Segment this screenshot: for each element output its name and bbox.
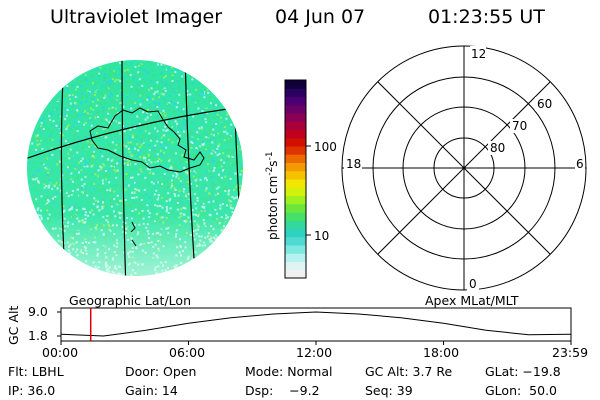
ip-status: IP: 36.0 <box>8 383 56 398</box>
altitude-plot-frame <box>60 307 572 342</box>
geographic-latitude-status: GLat: −19.8 <box>485 364 561 379</box>
time-tick-label: 12:00 <box>296 345 333 360</box>
color-scale: 100 10 photon cm-2s-1 <box>265 79 337 279</box>
color-scale-segment <box>285 113 306 122</box>
mlat-label-80: 80 <box>490 141 505 155</box>
uv-pixel <box>134 275 137 276</box>
time-tick-label: 23:59 <box>552 345 589 360</box>
uv-image-disk <box>27 60 243 276</box>
color-scale-segment <box>285 137 306 147</box>
polar-diagonal <box>377 81 551 255</box>
label-backdrop <box>470 46 486 60</box>
color-scale-segment <box>285 236 306 246</box>
coastline-fragment <box>130 221 136 233</box>
polar-labels: 12 18 6 0 60 70 80 <box>344 46 585 291</box>
label-backdrop <box>575 157 585 171</box>
sequence-status: Seq: 39 <box>365 383 413 398</box>
altitude-time-ticks <box>60 341 572 345</box>
color-scale-segment <box>285 121 306 130</box>
latitude-line <box>27 105 243 161</box>
altitude-tick-label-top: 9.0 <box>28 304 48 319</box>
time-tick-label: 06:00 <box>169 345 206 360</box>
coastline-outline <box>89 107 205 173</box>
label-backdrop <box>488 141 506 155</box>
color-scale-tick-label: 10 <box>314 229 329 243</box>
image-caption: Geographic Lat/Lon <box>69 293 191 308</box>
color-scale-segment <box>285 96 306 106</box>
time-label: 01:23:55 UT <box>428 6 545 28</box>
color-scale-segment <box>285 129 306 139</box>
label-backdrop <box>535 97 553 111</box>
color-scale-segment <box>285 228 306 238</box>
color-scale-segment <box>285 195 306 205</box>
mlat-label-60: 60 <box>537 97 552 111</box>
mode-status: Mode: Normal <box>245 364 333 379</box>
polar-caption: Apex MLat/MLT <box>425 293 519 308</box>
label-backdrop <box>344 157 362 171</box>
color-scale-segment <box>285 154 306 163</box>
color-scale-tick-label: 100 <box>314 140 337 154</box>
altitude-curve <box>61 311 571 337</box>
longitude-line <box>121 60 127 276</box>
color-scale-unit-label: photon cm-2s-1 <box>265 151 280 240</box>
color-scale-frame <box>284 79 307 279</box>
color-scale-segment <box>285 253 306 262</box>
mlt-label-0: 0 <box>469 277 477 291</box>
label-backdrop <box>467 277 479 291</box>
mlt-label-6: 6 <box>576 157 584 171</box>
door-status: Door: Open <box>125 364 197 379</box>
date-label: 04 Jun 07 <box>275 6 366 28</box>
mlt-label-12: 12 <box>471 47 486 61</box>
color-scale-segment <box>285 261 306 271</box>
altitude-axis-label: GC Alt <box>6 305 21 345</box>
color-scale-segment <box>285 80 306 89</box>
time-tick-label: 00:00 <box>42 345 79 360</box>
color-scale-segment <box>285 88 306 97</box>
color-scale-segment <box>285 212 306 221</box>
color-scale-segment <box>285 220 306 229</box>
color-scale-segment <box>285 179 306 188</box>
coastline-fragment <box>131 239 137 247</box>
color-scale-segment <box>285 104 306 114</box>
time-tick-label: 18:00 <box>423 345 460 360</box>
color-scale-segment <box>285 245 306 254</box>
label-backdrop <box>510 119 528 133</box>
color-scale-segment <box>285 203 306 213</box>
coastline-fragment <box>205 61 218 67</box>
altitude-plot <box>57 307 572 345</box>
color-scale-bar <box>285 80 306 279</box>
altitude-tick-label-bottom: 1.8 <box>28 328 48 343</box>
color-scale-segment <box>285 187 306 196</box>
color-scale-segment <box>285 162 306 172</box>
filter-status: Flt: LBHL <box>8 364 64 379</box>
dsp-status: Dsp: −9.2 <box>245 383 320 398</box>
mlt-label-18: 18 <box>346 157 361 171</box>
gc-altitude-status: GC Alt: 3.7 Re <box>365 364 453 379</box>
mlat-label-70: 70 <box>512 119 527 133</box>
gain-status: Gain: 14 <box>125 383 178 398</box>
polar-plot <box>341 45 587 291</box>
color-scale-segment <box>285 146 306 155</box>
instrument-title: Ultraviolet Imager <box>50 6 223 28</box>
uv-image-limb-shading <box>27 60 243 276</box>
color-scale-segment <box>285 170 306 180</box>
color-scale-segment <box>285 269 306 279</box>
geographic-longitude-status: GLon: 50.0 <box>485 383 557 398</box>
